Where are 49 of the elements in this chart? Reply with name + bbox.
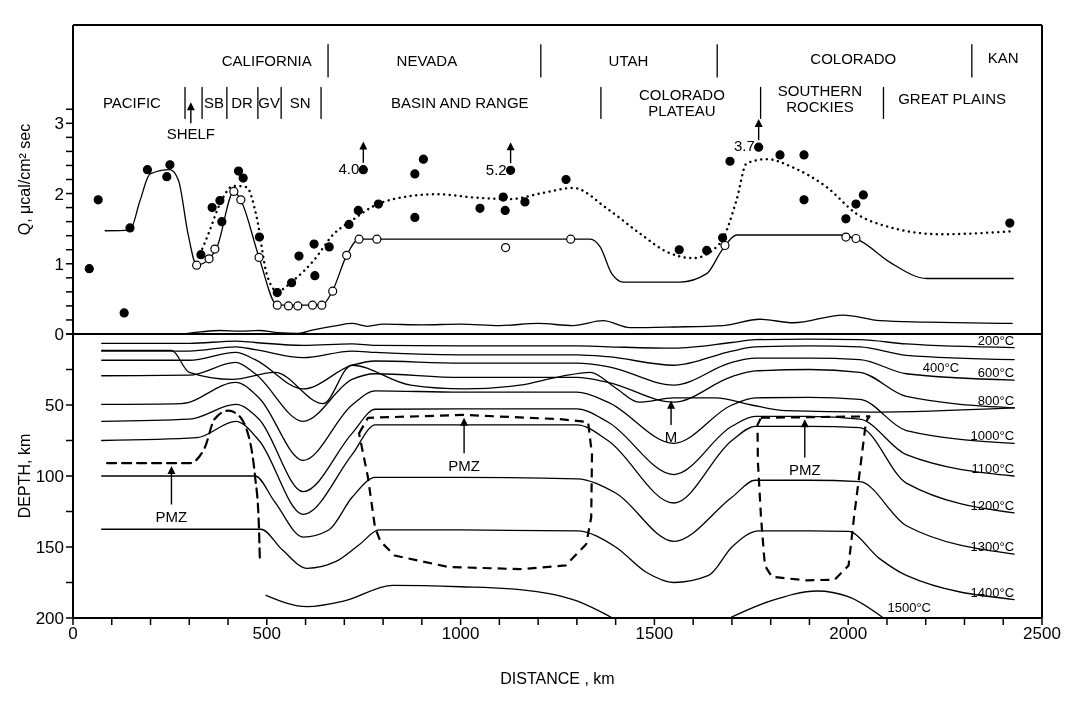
annotation: M xyxy=(664,427,678,445)
annotation: SB xyxy=(204,93,225,111)
series-label: 200°C xyxy=(977,332,1015,348)
y-tick-label: 2 xyxy=(54,184,64,204)
series-label: 400°C xyxy=(922,359,960,375)
annotation: 3.7 xyxy=(733,136,755,154)
annotation: GREAT PLAINS xyxy=(898,89,1006,107)
annotation: PMZ xyxy=(155,507,188,525)
x-tick-label: 0 xyxy=(68,624,78,644)
series-label: 1300°C xyxy=(970,539,1015,555)
annotation: 4.0 xyxy=(338,159,360,177)
series-label: 1500°C xyxy=(887,600,931,615)
y-tick-label: 3 xyxy=(54,114,64,134)
series-label: 1000°C xyxy=(970,428,1015,444)
annotation: PACIFIC xyxy=(102,93,162,111)
y-tick-label: 50 xyxy=(45,396,64,416)
annotation: DR xyxy=(231,93,253,111)
y-tick-label: 1 xyxy=(54,254,64,274)
annotation: UTAH xyxy=(608,51,649,69)
annotation: 5.2 xyxy=(485,160,507,178)
annotation: PMZ xyxy=(448,456,480,474)
y-axis-title: DEPTH, km xyxy=(15,433,33,519)
y-tick-label: 200 xyxy=(35,609,64,629)
x-tick-label: 1000 xyxy=(441,624,480,644)
x-tick-label: 500 xyxy=(252,624,281,644)
annotation: PMZ xyxy=(788,460,821,478)
annotation: BASIN AND RANGE xyxy=(391,93,529,111)
series-label: 1200°C xyxy=(970,497,1015,513)
annotation: SHELF xyxy=(166,124,216,142)
x-tick-label: 1500 xyxy=(635,624,674,644)
annotation: GV xyxy=(258,93,280,111)
annotation: SOUTHERN ROCKIES xyxy=(777,81,862,115)
annotation: COLORADO xyxy=(810,49,897,67)
x-axis-title: DISTANCE , km xyxy=(500,670,615,687)
y-tick-label: 150 xyxy=(35,538,64,558)
annotation: SN xyxy=(289,93,311,111)
y-tick-label: 0 xyxy=(54,325,64,345)
series-label: 600°C xyxy=(977,365,1015,381)
series-label: 800°C xyxy=(977,392,1015,408)
x-tick-label: 2000 xyxy=(829,624,868,644)
annotation: KAN xyxy=(987,48,1019,66)
y-tick-label: 100 xyxy=(35,467,64,487)
y-axis-title: Q, μcal/cm² sec xyxy=(15,123,33,236)
annotation: CALIFORNIA xyxy=(221,51,312,69)
annotation: NEVADA xyxy=(396,51,458,69)
x-tick-label: 2500 xyxy=(1023,624,1061,644)
series-label: 1100°C xyxy=(971,461,1015,476)
annotation: COLORADO PLATEAU xyxy=(638,85,725,119)
series-label: 1400°C xyxy=(970,584,1015,600)
